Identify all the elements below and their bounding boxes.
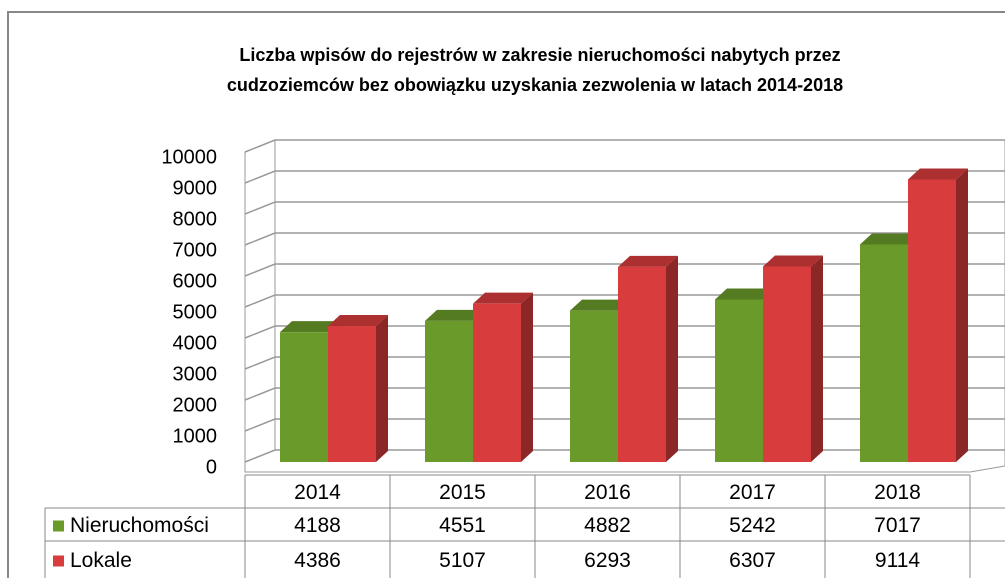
grid-line — [244, 201, 1005, 215]
bar — [763, 255, 823, 462]
x-tick-label: 2014 — [294, 481, 341, 504]
y-tick-label: 4000 — [173, 332, 218, 354]
table-value: 5107 — [439, 549, 486, 572]
bar — [473, 292, 533, 462]
y-tick-label: 7000 — [173, 239, 218, 261]
bar — [908, 168, 968, 462]
chart-border — [7, 11, 1005, 578]
bar-top — [715, 288, 775, 300]
bar — [328, 315, 388, 462]
bar — [425, 309, 485, 462]
x-tick-label: 2018 — [874, 481, 921, 504]
legend-label: Lokale — [70, 549, 132, 572]
bar-front — [618, 266, 666, 462]
y-tick-label: 3000 — [173, 363, 218, 385]
x-tick-label: 2017 — [729, 481, 776, 504]
table-value: 7017 — [874, 514, 921, 537]
y-tick-label: 6000 — [173, 270, 218, 292]
legend-marker — [53, 520, 64, 532]
y-tick-label: 1000 — [173, 425, 218, 447]
bar-top — [763, 255, 823, 267]
y-tick-label: 5000 — [173, 301, 218, 323]
table-value: 6293 — [584, 549, 631, 572]
bar-top — [473, 292, 533, 304]
table-value: 4188 — [294, 514, 341, 537]
y-tick-label: 0 — [206, 456, 217, 478]
chart-title: cudzoziemców bez obowiązku uzyskania zez… — [227, 75, 843, 95]
table-value: 5242 — [729, 514, 776, 537]
table-value: 4386 — [294, 549, 341, 572]
y-tick-label: 8000 — [173, 208, 218, 230]
bar-front — [328, 326, 376, 462]
bar-front — [280, 332, 328, 462]
y-tick-label: 10000 — [161, 146, 217, 168]
table-value: 6307 — [729, 549, 776, 572]
bar-front — [425, 320, 473, 462]
grid-line — [244, 139, 1005, 153]
bar — [618, 255, 678, 462]
chart-title: Liczba wpisów do rejestrów w zakresie ni… — [239, 45, 840, 65]
table-value: 9114 — [875, 549, 920, 572]
bar-front — [763, 266, 811, 462]
legend-marker — [53, 555, 64, 567]
bar-front — [860, 244, 908, 462]
bar-top — [618, 255, 678, 267]
bar-side — [956, 168, 968, 462]
legend-label: Nieruchomości — [70, 514, 209, 537]
bar-top — [908, 168, 968, 180]
bar-top — [280, 321, 340, 333]
x-tick-label: 2015 — [439, 481, 486, 504]
bar-top — [328, 315, 388, 327]
table-value: 4882 — [584, 514, 631, 537]
bar-side — [376, 315, 388, 462]
grid-line — [244, 263, 1005, 277]
table-value: 4551 — [439, 514, 486, 537]
y-tick-label: 2000 — [173, 394, 218, 416]
bar-side — [666, 255, 678, 462]
y-tick-label: 9000 — [173, 177, 218, 199]
bar-front — [570, 310, 618, 462]
bar-front — [473, 303, 521, 462]
bar-top — [425, 309, 485, 321]
grid-line — [244, 170, 1005, 184]
bar-front — [908, 179, 956, 462]
grid-line — [244, 232, 1005, 246]
bar-top — [860, 233, 920, 245]
bar-front — [715, 299, 763, 462]
bar-side — [811, 255, 823, 462]
bar-top — [570, 299, 630, 311]
x-tick-label: 2016 — [584, 481, 631, 504]
bar-side — [521, 292, 533, 462]
